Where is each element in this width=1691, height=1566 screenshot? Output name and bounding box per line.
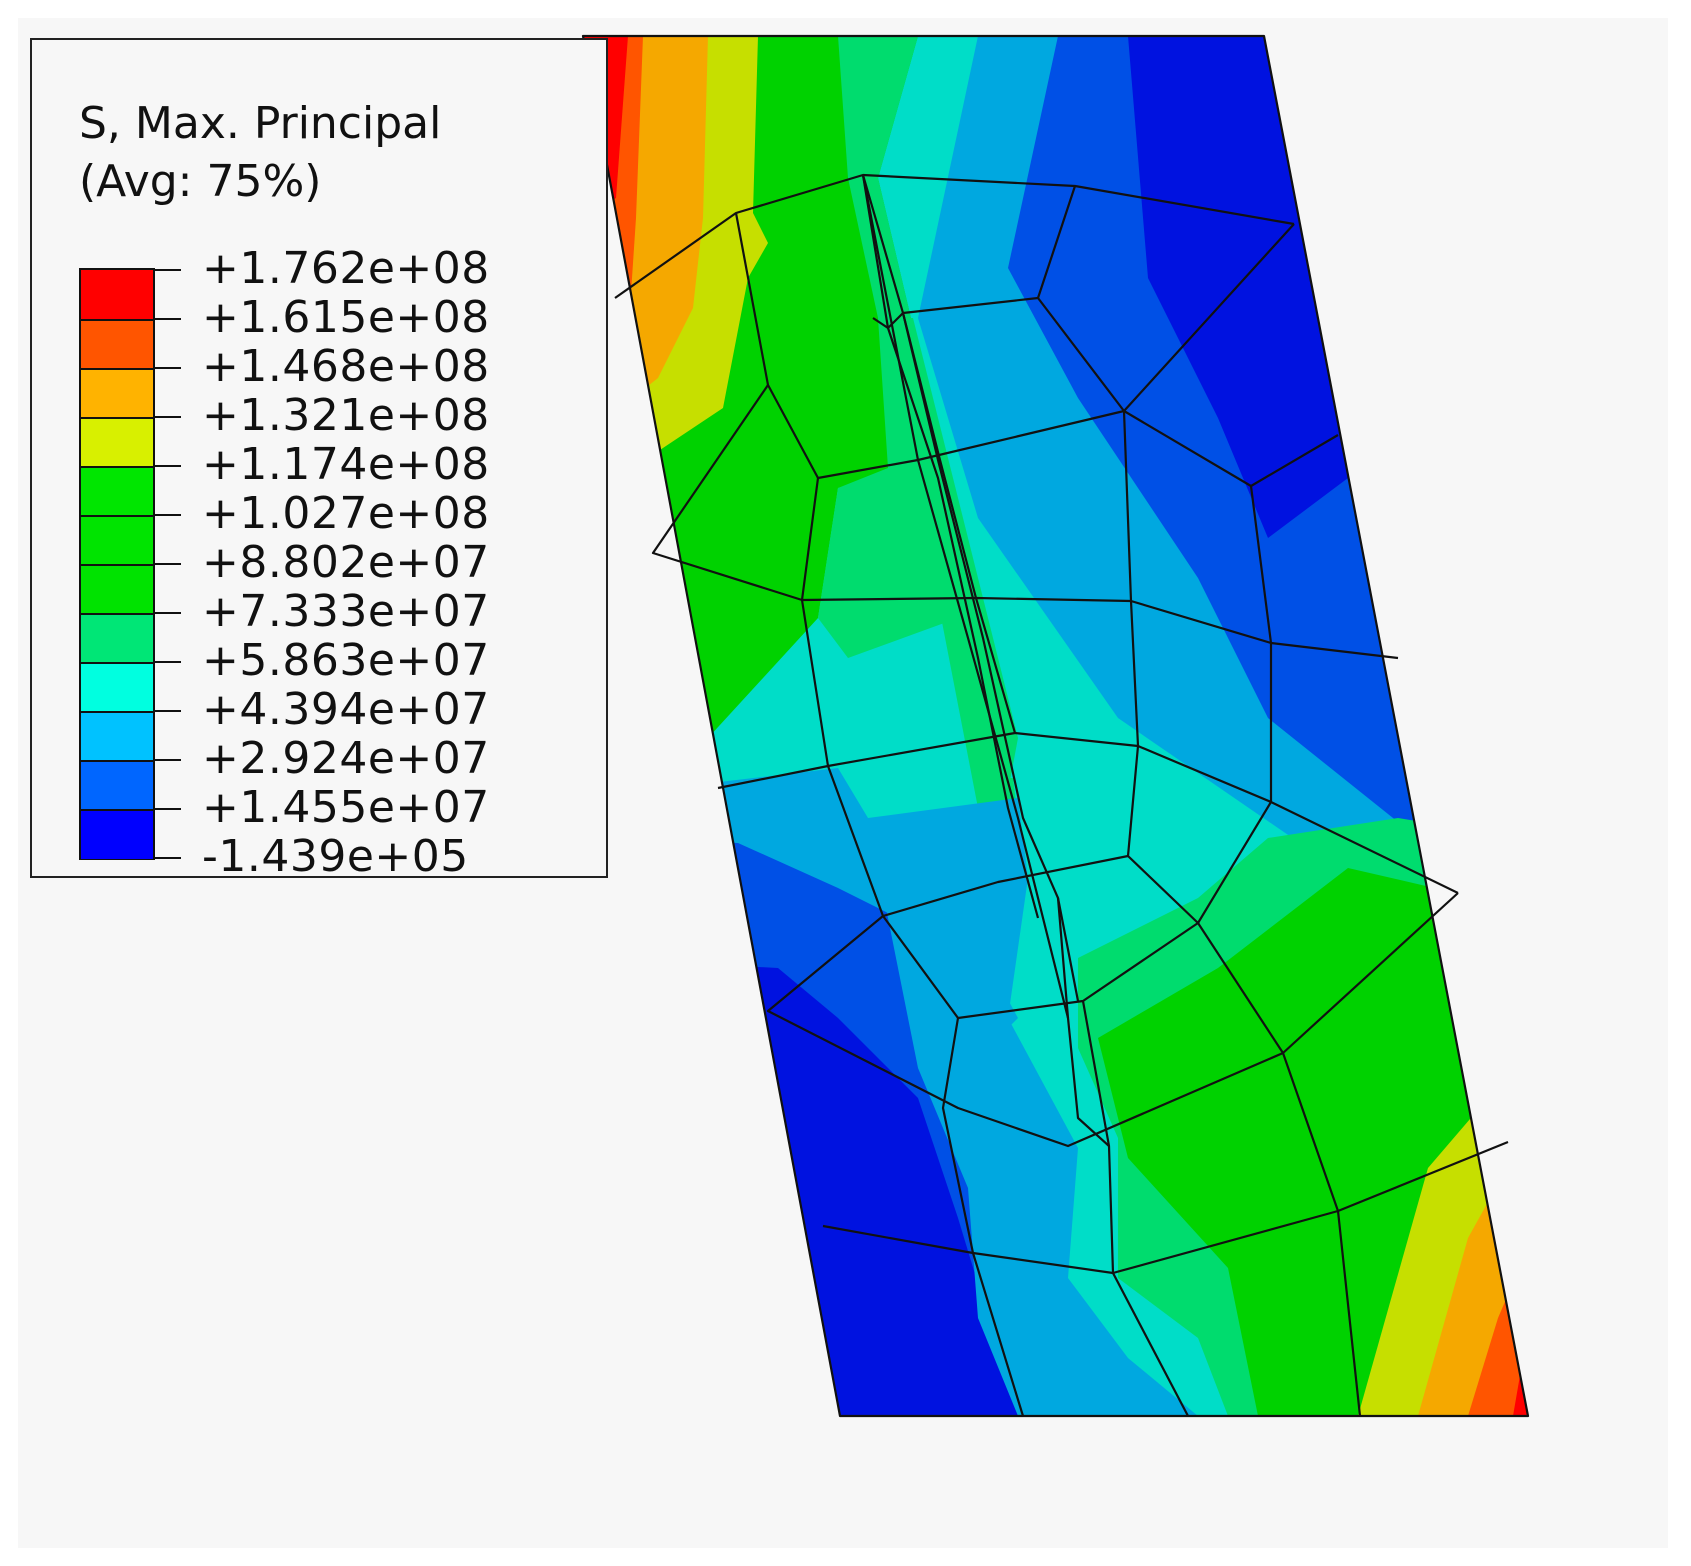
color-bar [79, 268, 155, 860]
legend-panel: S, Max. Principal (Avg: 75%) +1.762e+08 +… [30, 38, 608, 882]
color-bar-swatch [81, 760, 153, 810]
color-bar-swatch [81, 368, 153, 418]
color-bar-tick [155, 416, 181, 418]
mesh-element-edges [581, 34, 1530, 1418]
legend-subtitle: (Avg: 75%) [79, 156, 322, 207]
color-bar-tick [155, 661, 181, 663]
color-bar-tick-label: +2.924e+07 [202, 733, 490, 784]
color-bar-tick [155, 759, 181, 761]
color-bar-tick-label: +4.394e+07 [202, 684, 490, 735]
color-bar-swatch [81, 417, 153, 467]
color-bar-tick-label: +5.863e+07 [202, 635, 490, 686]
color-bar-tick [155, 318, 181, 320]
color-bar-tick [155, 367, 181, 369]
contour-band-lower-center-light-blue [868, 798, 1198, 1416]
color-bar-swatch [81, 270, 153, 320]
color-bar-tick-label: -1.439e+05 [202, 831, 469, 882]
color-bar-swatch [81, 662, 153, 712]
color-bar-tick-label: +8.802e+07 [202, 537, 490, 588]
color-bar-tick-label: +1.174e+08 [202, 439, 490, 490]
contour-plot [581, 34, 1530, 1418]
contour-band-upper-right-blue [1008, 36, 1418, 838]
color-bar-tick [155, 710, 181, 712]
color-bar-swatch [81, 613, 153, 663]
color-bar-swatch [81, 711, 153, 761]
color-bar-tick [155, 808, 181, 810]
color-bar-tick [155, 612, 181, 614]
color-bar-tick [155, 563, 181, 565]
color-bar-tick-label: +1.455e+07 [202, 782, 490, 833]
color-bar-tick-label: +1.468e+08 [202, 341, 490, 392]
color-bar-tick-label: +7.333e+07 [202, 586, 490, 637]
color-bar-tick [155, 857, 181, 859]
color-bar-swatch [81, 515, 153, 565]
color-bar-tick-label: +1.615e+08 [202, 292, 490, 343]
color-bar-tick-label: +1.027e+08 [202, 488, 490, 539]
viewport-canvas: S, Max. Principal (Avg: 75%) +1.762e+08 +… [18, 18, 1668, 1548]
color-bar-tick-label: +1.321e+08 [202, 390, 490, 441]
color-bar-swatch [81, 466, 153, 516]
color-bar-swatch [81, 809, 153, 859]
color-bar-tick [155, 465, 181, 467]
color-bar-tick [155, 269, 181, 271]
color-bar-tick [155, 514, 181, 516]
color-bar-swatch [81, 564, 153, 614]
color-bar-swatch [81, 319, 153, 369]
color-bar-tick-label: +1.762e+08 [202, 243, 490, 294]
legend-title: S, Max. Principal [79, 98, 442, 149]
